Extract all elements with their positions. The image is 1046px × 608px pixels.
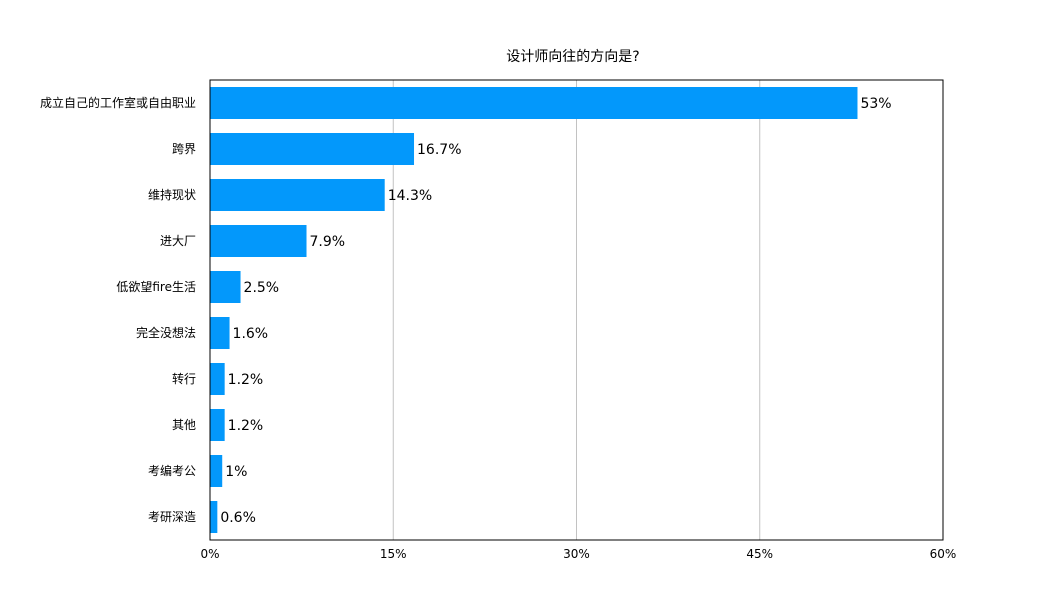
data-label: 2.5%: [244, 280, 280, 296]
data-label: 1.2%: [228, 418, 264, 434]
data-label: 14.3%: [388, 188, 432, 204]
labels: 成立自己的工作室或自由职业 53% 跨界 16.7% 维持现状 14.3% 进大厂 7.9% 低…: [40, 95, 892, 526]
bar: [210, 455, 223, 487]
x-tick-label: 30%: [563, 547, 590, 561]
category-label: 低欲望fire生活: [116, 280, 196, 294]
bar: [210, 87, 858, 119]
category-label: 其他: [172, 418, 196, 432]
bar: [210, 363, 225, 395]
category-label: 进大厂: [160, 234, 196, 248]
category-label: 考编考公: [148, 463, 196, 478]
category-label: 完全没想法: [136, 325, 196, 340]
bar: [210, 409, 225, 441]
bar: [210, 225, 307, 257]
bar: [210, 271, 241, 303]
category-label: 维持现状: [148, 187, 196, 202]
x-axis-ticks: 0% 15% 30% 45% 60%: [200, 547, 956, 561]
data-label: 53%: [860, 96, 891, 112]
data-label: 16.7%: [417, 142, 461, 158]
x-tick-label: 0%: [200, 547, 219, 561]
category-label: 成立自己的工作室或自由职业: [40, 95, 196, 110]
x-tick-label: 60%: [930, 547, 957, 561]
x-tick-label: 45%: [746, 547, 773, 561]
data-label: 1%: [225, 464, 247, 480]
bar: [210, 501, 218, 533]
x-tick-label: 15%: [380, 547, 407, 561]
data-label: 1.2%: [228, 372, 264, 388]
bar: [210, 317, 230, 349]
plot-frame: [209, 79, 944, 541]
bar: [210, 133, 415, 165]
data-label: 0.6%: [220, 510, 256, 526]
bar: [210, 179, 385, 211]
chart-title: 设计师向往的方向是?: [506, 49, 639, 65]
data-label: 1.6%: [233, 326, 269, 342]
data-label: 7.9%: [310, 234, 346, 250]
category-label: 考研深造: [148, 510, 196, 524]
category-label: 转行: [172, 371, 196, 386]
bars: [210, 87, 858, 533]
category-label: 跨界: [172, 142, 196, 156]
